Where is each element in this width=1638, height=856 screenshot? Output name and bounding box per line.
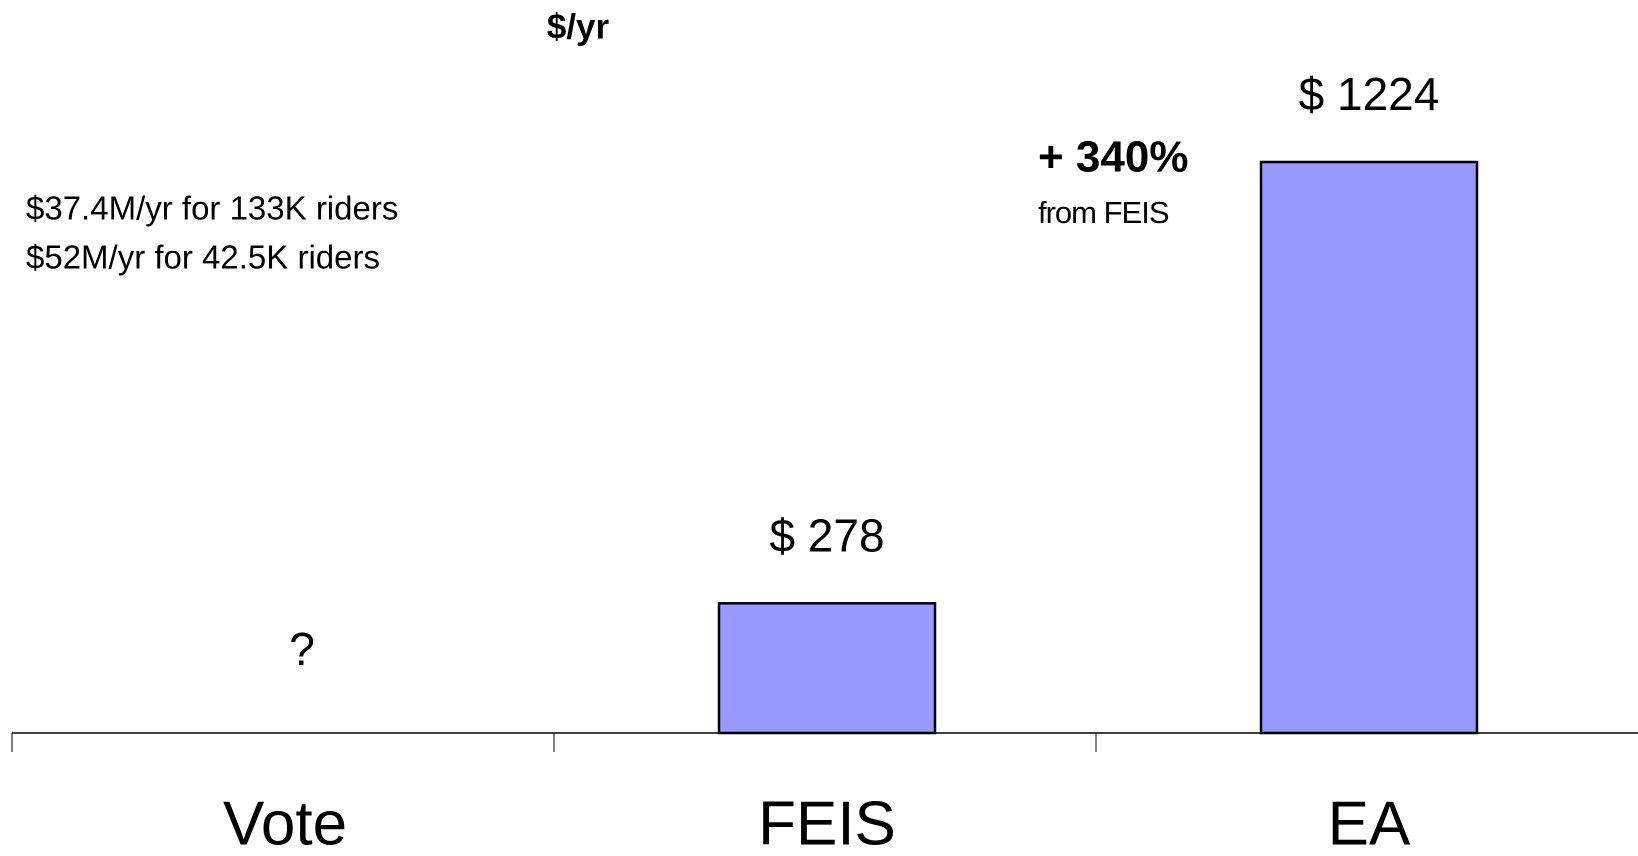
annotation: + 340% (1038, 133, 1188, 182)
bar (1259, 160, 1479, 735)
x-tick-label: EA (1328, 789, 1411, 856)
value-label: ? (289, 623, 315, 675)
annotation: $37.4M/yr for 133K riders (26, 190, 398, 227)
value-label: $ 278 (769, 509, 884, 561)
annotation: from FEIS (1038, 195, 1169, 230)
bar (717, 602, 937, 735)
x-tick-label: FEIS (758, 789, 896, 856)
value-label: $ 1224 (1299, 68, 1440, 120)
axis-label: $/yr (547, 7, 610, 46)
annotation: $52M/yr for 42.5K riders (26, 239, 380, 276)
x-tick-label: Vote (223, 789, 347, 856)
